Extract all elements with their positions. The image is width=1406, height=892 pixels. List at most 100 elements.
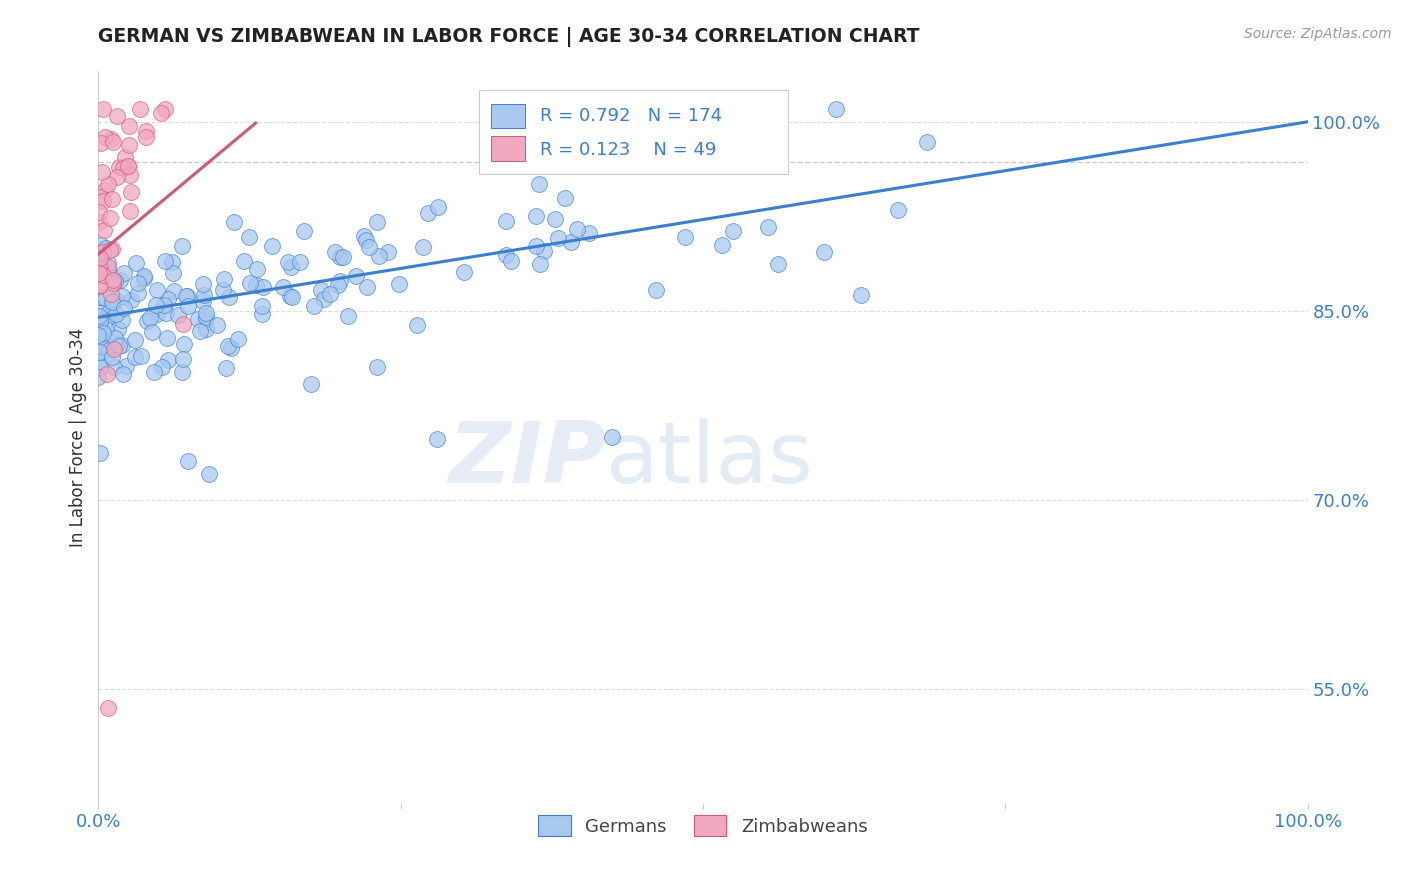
Point: [318, 287, 340, 301]
Point: [87, 304, 110, 318]
Point: [527, 177, 550, 191]
Point: [87, 325, 110, 339]
Point: [238, 230, 260, 244]
Point: [93, 130, 115, 145]
Point: [166, 308, 188, 322]
Point: [217, 338, 239, 352]
Point: [252, 280, 274, 294]
Point: [91, 244, 114, 259]
Point: [105, 293, 128, 307]
Point: [87, 266, 110, 280]
Point: [721, 224, 744, 238]
Point: [94, 241, 117, 255]
Point: [219, 342, 242, 356]
Point: [197, 467, 219, 481]
Point: [191, 277, 214, 291]
Text: GERMAN VS ZIMBABWEAN IN LABOR FORCE | AGE 30-34 CORRELATION CHART: GERMAN VS ZIMBABWEAN IN LABOR FORCE | AG…: [98, 27, 920, 46]
Point: [112, 161, 135, 175]
Point: [132, 270, 155, 285]
FancyBboxPatch shape: [479, 90, 787, 174]
Point: [412, 240, 434, 254]
Point: [129, 349, 152, 363]
Point: [271, 280, 294, 294]
Point: [91, 194, 114, 208]
Point: [118, 138, 141, 153]
Point: [547, 231, 569, 245]
Point: [98, 211, 121, 225]
Point: [94, 183, 117, 197]
Point: [673, 229, 696, 244]
Text: Source: ZipAtlas.com: Source: ZipAtlas.com: [1244, 27, 1392, 41]
Point: [232, 254, 254, 268]
Point: [150, 106, 173, 120]
Point: [194, 322, 217, 336]
Point: [120, 204, 142, 219]
Point: [107, 160, 129, 174]
Point: [849, 288, 872, 302]
Y-axis label: In Labor Force | Age 30-34: In Labor Force | Age 30-34: [69, 327, 87, 547]
Point: [312, 292, 335, 306]
Point: [111, 288, 134, 302]
Point: [533, 244, 555, 258]
Point: [212, 272, 235, 286]
Point: [554, 191, 576, 205]
Point: [176, 289, 198, 303]
Point: [188, 324, 211, 338]
Point: [115, 359, 138, 373]
Point: [89, 245, 111, 260]
Point: [290, 254, 312, 268]
Point: [97, 701, 120, 715]
Point: [426, 432, 449, 446]
Point: [135, 129, 157, 144]
Point: [194, 313, 217, 327]
Point: [366, 215, 388, 229]
Point: [162, 267, 184, 281]
Point: [226, 332, 249, 346]
Point: [195, 306, 218, 320]
Point: [89, 250, 111, 264]
Point: [145, 283, 167, 297]
Point: [323, 245, 346, 260]
Point: [124, 334, 146, 348]
Point: [135, 314, 157, 328]
Point: [127, 285, 149, 300]
Point: [156, 353, 179, 368]
Point: [191, 294, 214, 309]
Point: [90, 136, 112, 150]
Point: [101, 350, 124, 364]
Point: [418, 205, 440, 219]
Point: [97, 312, 120, 326]
Point: [187, 311, 209, 326]
Point: [145, 298, 167, 312]
Point: [544, 212, 567, 227]
Point: [127, 276, 149, 290]
Point: [153, 298, 176, 312]
Point: [100, 131, 122, 145]
Point: [91, 102, 114, 116]
Point: [359, 240, 381, 254]
Legend: Germans, Zimbabweans: Germans, Zimbabweans: [530, 806, 876, 845]
Point: [560, 235, 582, 249]
Text: atlas: atlas: [606, 417, 814, 500]
Point: [94, 291, 117, 305]
Point: [252, 299, 274, 313]
Point: [96, 318, 118, 332]
Point: [107, 321, 129, 335]
Point: [277, 255, 299, 269]
Point: [90, 165, 112, 179]
Point: [87, 339, 110, 353]
Point: [526, 209, 548, 223]
Point: [124, 350, 146, 364]
Point: [329, 251, 352, 265]
Point: [495, 248, 517, 262]
Point: [97, 177, 120, 191]
Point: [766, 257, 789, 271]
Point: [87, 265, 110, 279]
Point: [353, 229, 375, 244]
Point: [89, 261, 111, 276]
Point: [104, 274, 127, 288]
Point: [172, 351, 194, 366]
Point: [89, 313, 111, 327]
Point: [90, 238, 112, 252]
Point: [250, 308, 273, 322]
